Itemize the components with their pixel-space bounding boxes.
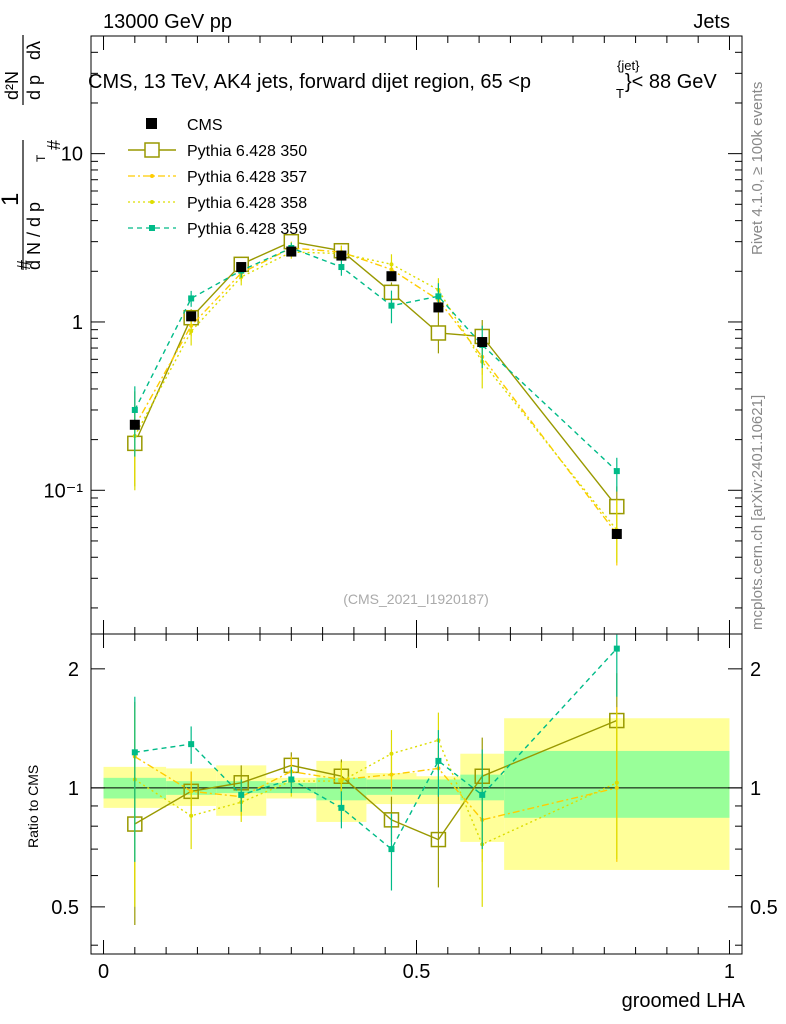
data-point [286, 246, 297, 257]
data-point [186, 311, 197, 322]
main-ylabel: # 1 d N / d p T # d²N d p dλ [0, 35, 64, 270]
ylabel-one: 1 [0, 193, 24, 206]
series-point [613, 468, 620, 475]
ratio-ytick-label-right: 2 [750, 659, 761, 681]
legend-label-357: Pythia 6.428 357 [187, 169, 307, 186]
legend: CMS Pythia 6.428 350 Pythia 6.428 357 Py… [128, 117, 307, 238]
xtick-label: 0 [98, 961, 109, 983]
series-line-0 [134, 240, 618, 508]
legend-label-358: Pythia 6.428 358 [187, 195, 307, 212]
ratio-point [338, 804, 345, 811]
title-subscript: T [616, 86, 624, 101]
ratio-series-layer [127, 634, 625, 925]
data-point [236, 262, 247, 273]
ratio-ytick-label-right: 0.5 [750, 897, 778, 919]
ylabel-dpT: d p [24, 75, 44, 100]
ratio-point [339, 779, 344, 784]
ylabel-T: T [34, 154, 48, 162]
data-point [386, 271, 397, 282]
ratio-point [131, 749, 138, 756]
series-point [189, 329, 194, 334]
ratio-point [613, 645, 620, 652]
data-point [129, 419, 140, 430]
data-point [433, 302, 444, 313]
plot-title: CMS, 13 TeV, AK4 jets, forward dijet reg… [88, 71, 531, 93]
ratio-bands [91, 718, 742, 870]
series-point [131, 406, 138, 413]
legend-label-cms: CMS [187, 117, 223, 134]
legend-marker-cms [146, 118, 157, 129]
data-point [477, 337, 488, 348]
title-text-a: CMS, 13 TeV, AK4 jets, forward dijet reg… [88, 71, 531, 93]
ratio-ytick-label: 1 [68, 778, 79, 800]
ratio-point [430, 831, 447, 848]
legend-label-359: Pythia 6.428 359 [187, 221, 307, 238]
ylabel-hash2: # [44, 140, 64, 150]
rivet-version-label: Rivet 4.1.0, ≥ 100k events [749, 82, 766, 255]
series-line-3 [134, 247, 618, 472]
ratio-point [388, 846, 395, 853]
series-point [435, 293, 442, 300]
xtick-label: 1 [724, 961, 735, 983]
series-point [338, 264, 345, 271]
legend-marker-357 [150, 174, 154, 178]
xtick-label: 0.5 [403, 961, 431, 983]
analysis-watermark: (CMS_2021_I1920187) [343, 591, 489, 607]
title-superscript: {jet} [617, 58, 640, 73]
series-point [388, 302, 395, 309]
mcplots-label: mcplots.cern.ch [arXiv:2401.10621] [749, 395, 766, 630]
main-series-layer [127, 233, 625, 566]
legend-marker-358 [150, 200, 154, 204]
ratio-point [188, 741, 195, 748]
main-ytick-label: 10 [61, 144, 83, 166]
legend-marker-359 [149, 225, 155, 231]
legend-label-350: Pythia 6.428 350 [187, 143, 307, 160]
main-ytick-label: 10⁻¹ [44, 480, 84, 502]
data-point [336, 250, 347, 261]
ylabel-dN: d N / d p [24, 202, 44, 270]
header-left: 13000 GeV pp [103, 11, 232, 33]
ratio-ylabel: Ratio to CMS [25, 765, 41, 848]
x-axis-label: groomed LHA [622, 990, 746, 1012]
series-point [188, 295, 195, 302]
ylabel-dlambda: dλ [24, 41, 44, 60]
ratio-point [435, 757, 442, 764]
ratio-point [479, 791, 486, 798]
axes-layer: 10 1 10⁻¹ 0.5 0.5 1 1 2 2 0 0.5 1 [44, 35, 778, 983]
series-point [389, 262, 394, 267]
ratio-point [288, 776, 295, 783]
ratio-ytick-label-right: 1 [750, 778, 761, 800]
ylabel-d2N: d²N [2, 71, 22, 100]
title-text-b: }< 88 GeV [625, 71, 717, 93]
data-point [611, 528, 622, 539]
ratio-point [389, 751, 394, 756]
legend-marker-350 [144, 142, 160, 158]
ylabel-hash1: # [14, 260, 34, 270]
ratio-point [238, 791, 245, 798]
ratio-point [189, 813, 194, 818]
ratio-point [614, 780, 619, 785]
header-right: Jets [693, 11, 730, 33]
ratio-ytick-label: 2 [68, 659, 79, 681]
ratio-line-1 [134, 756, 617, 821]
series-line-1 [134, 247, 618, 535]
ratio-ytick-label: 0.5 [51, 897, 79, 919]
main-ytick-label: 1 [72, 312, 83, 334]
series-point [430, 325, 447, 341]
